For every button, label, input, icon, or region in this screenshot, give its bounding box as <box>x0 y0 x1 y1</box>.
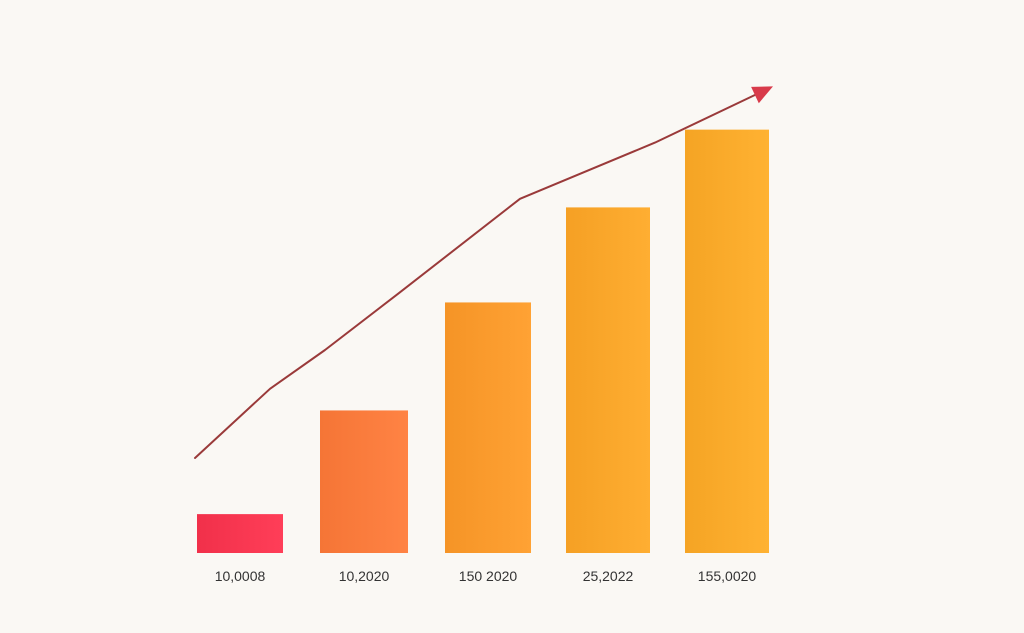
bar-3 <box>445 302 531 553</box>
bar-1 <box>197 514 283 553</box>
x-tick-label: 25,2022 <box>583 568 634 584</box>
bar-2 <box>320 410 408 553</box>
bar-5 <box>685 129 769 553</box>
trend-line <box>194 94 756 459</box>
x-tick-label: 10,0008 <box>215 568 266 584</box>
trend-arrow-head <box>751 86 773 104</box>
tick-labels-layer: 10,0008 10,2020 150 2020 25,2022 155,0020 <box>215 568 757 584</box>
x-tick-label: 155,0020 <box>698 568 757 584</box>
trend-layer <box>194 86 773 459</box>
bars-layer <box>197 129 769 553</box>
x-tick-label: 150 2020 <box>459 568 518 584</box>
bar-4 <box>566 207 650 553</box>
x-tick-label: 10,2020 <box>339 568 390 584</box>
